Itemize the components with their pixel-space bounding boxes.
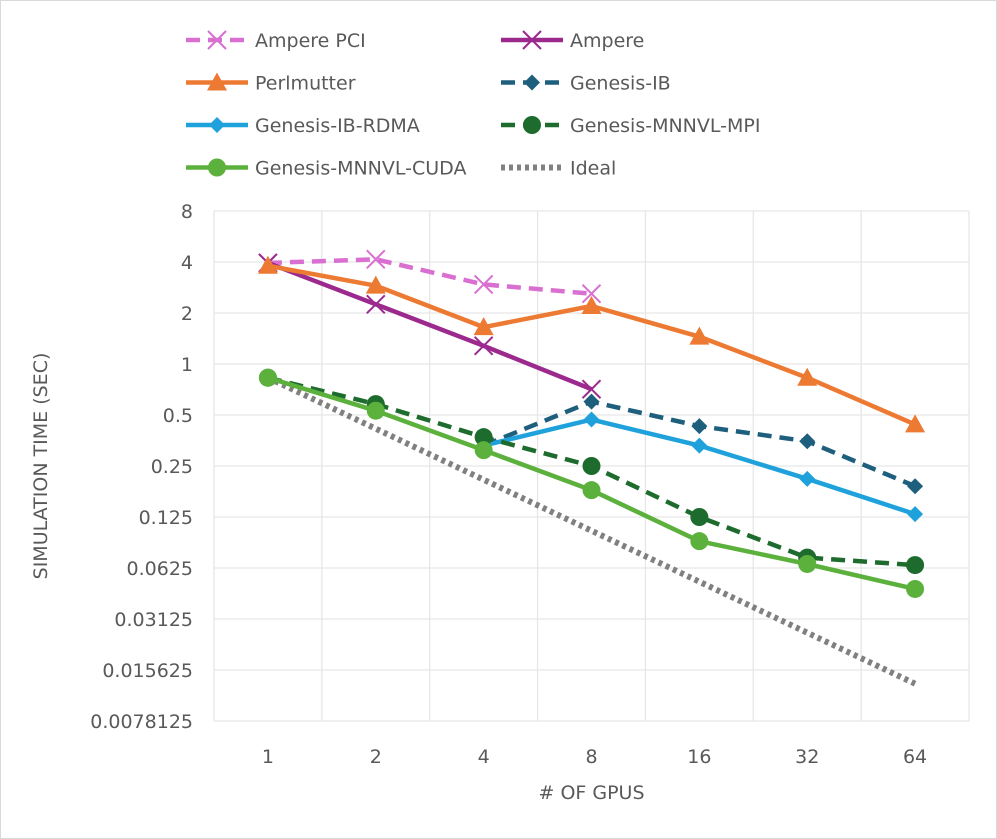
data-point-perlmutter <box>365 275 386 294</box>
legend-label: Genesis-IB <box>570 73 671 95</box>
data-point-ampere <box>581 379 602 399</box>
legend-label: Perlmutter <box>255 73 356 95</box>
x-tick-label: 16 <box>687 746 711 768</box>
x-tick-label: 1 <box>262 746 274 768</box>
data-point-genesis-mnnvl-cuda <box>582 481 601 500</box>
data-point-perlmutter <box>581 295 602 314</box>
y-tick-label: 0.5 <box>163 405 193 427</box>
legend-marker <box>522 30 542 50</box>
y-tick-label: 1 <box>181 354 193 376</box>
data-point-genesis-mnnvl-cuda <box>690 532 709 551</box>
data-point-genesis-ib <box>691 418 708 435</box>
legend-label: Genesis-IB-RDMA <box>255 115 420 137</box>
legend-item-ampere-pci: Ampere PCI <box>186 30 366 52</box>
y-tick-label: 4 <box>181 252 193 274</box>
data-point-genesis-ib-rdma <box>907 506 924 523</box>
data-point-ampere-pci <box>366 249 386 269</box>
legend-marker <box>524 74 540 91</box>
data-point-ampere <box>473 336 494 356</box>
series-layer <box>257 249 926 687</box>
y-tick-label: 0.015625 <box>102 660 193 682</box>
data-point-genesis-mnnvl-mpi <box>474 428 493 447</box>
legend-label: Ideal <box>570 158 616 180</box>
data-point-perlmutter <box>797 367 818 386</box>
data-point-genesis-mnnvl-mpi <box>690 508 709 526</box>
data-point-perlmutter <box>257 255 278 274</box>
y-tick-label: 0.0078125 <box>90 711 193 733</box>
legend-marker <box>209 117 225 133</box>
legend-item-genesis-ib-rdma: Genesis-IB-RDMA <box>186 115 420 137</box>
legend-marker <box>523 116 541 134</box>
data-point-genesis-ib-rdma <box>583 411 600 428</box>
y-tick-label: 0.25 <box>151 456 193 478</box>
legend-item-ideal: Ideal <box>501 158 616 180</box>
x-tick-label: 32 <box>795 746 819 768</box>
y-tick-label: 0.125 <box>139 507 193 529</box>
y-tick-label: 0.0625 <box>127 558 193 580</box>
x-axis-title: # OF GPUS <box>538 782 644 804</box>
x-tick-label: 4 <box>478 746 490 768</box>
legend-label: Ampere PCI <box>255 30 366 52</box>
data-point-ampere-pci <box>473 274 494 295</box>
data-point-genesis-mnnvl-cuda <box>798 554 817 573</box>
x-tick-label: 2 <box>370 746 382 768</box>
data-point-genesis-mnnvl-cuda <box>258 368 277 387</box>
legend-marker <box>207 30 227 50</box>
series-perlmutter <box>257 255 926 433</box>
x-axis-ticks: 1 2 4 8 16 32 64 <box>262 746 927 768</box>
y-axis-title: SIMULATION TIME (SEC) <box>30 353 52 580</box>
data-point-genesis-mnnvl-cuda <box>474 441 493 460</box>
data-point-genesis-ib-rdma <box>799 470 816 487</box>
legend-item-ampere: Ampere <box>501 30 644 52</box>
legend-label: Genesis-MNNVL-MPI <box>570 115 760 137</box>
series-genesis-mnnvl-cuda <box>258 368 925 598</box>
data-point-genesis-ib <box>907 478 924 495</box>
data-point-genesis-mnnvl-mpi <box>582 457 601 475</box>
x-tick-label: 8 <box>585 746 597 768</box>
y-axis-ticks: 8 4 2 1 0.5 0.25 0.125 0.0625 0.03125 0.015625 0.0… <box>90 201 193 733</box>
y-tick-label: 2 <box>181 303 193 325</box>
series-ampere <box>258 253 602 399</box>
legend-label: Ampere <box>570 30 644 52</box>
y-tick-label: 8 <box>181 201 193 223</box>
series-line-ampere-pci <box>267 257 592 296</box>
data-point-perlmutter <box>473 317 494 336</box>
data-point-genesis-ib <box>799 433 816 450</box>
data-point-ampere <box>366 294 386 315</box>
data-point-perlmutter <box>905 414 926 433</box>
data-point-perlmutter <box>689 326 710 345</box>
data-point-ampere-pci <box>581 283 602 304</box>
y-tick-label: 0.03125 <box>114 609 193 631</box>
legend-marker <box>208 158 226 177</box>
legend-item-genesis-mnnvl-cuda: Genesis-MNNVL-CUDA <box>186 158 466 180</box>
x-tick-label: 64 <box>903 746 927 768</box>
data-point-genesis-ib <box>583 393 600 410</box>
legend-item-perlmutter: Perlmutter <box>186 72 356 95</box>
legend-marker <box>207 72 227 91</box>
data-point-genesis-ib-rdma <box>691 437 708 454</box>
data-point-genesis-mnnvl-mpi <box>906 556 925 575</box>
data-point-genesis-mnnvl-cuda <box>906 579 925 598</box>
data-point-genesis-mnnvl-cuda <box>366 401 385 420</box>
legend-item-genesis-mnnvl-mpi: Genesis-MNNVL-MPI <box>501 115 760 137</box>
legend-label: Genesis-MNNVL-CUDA <box>255 158 466 180</box>
series-line-ampere <box>267 260 593 392</box>
legend-item-genesis-ib: Genesis-IB <box>501 73 671 95</box>
legend: Ampere PCI Ampere Perlmutter Genesis-IB Gene… <box>186 30 760 180</box>
